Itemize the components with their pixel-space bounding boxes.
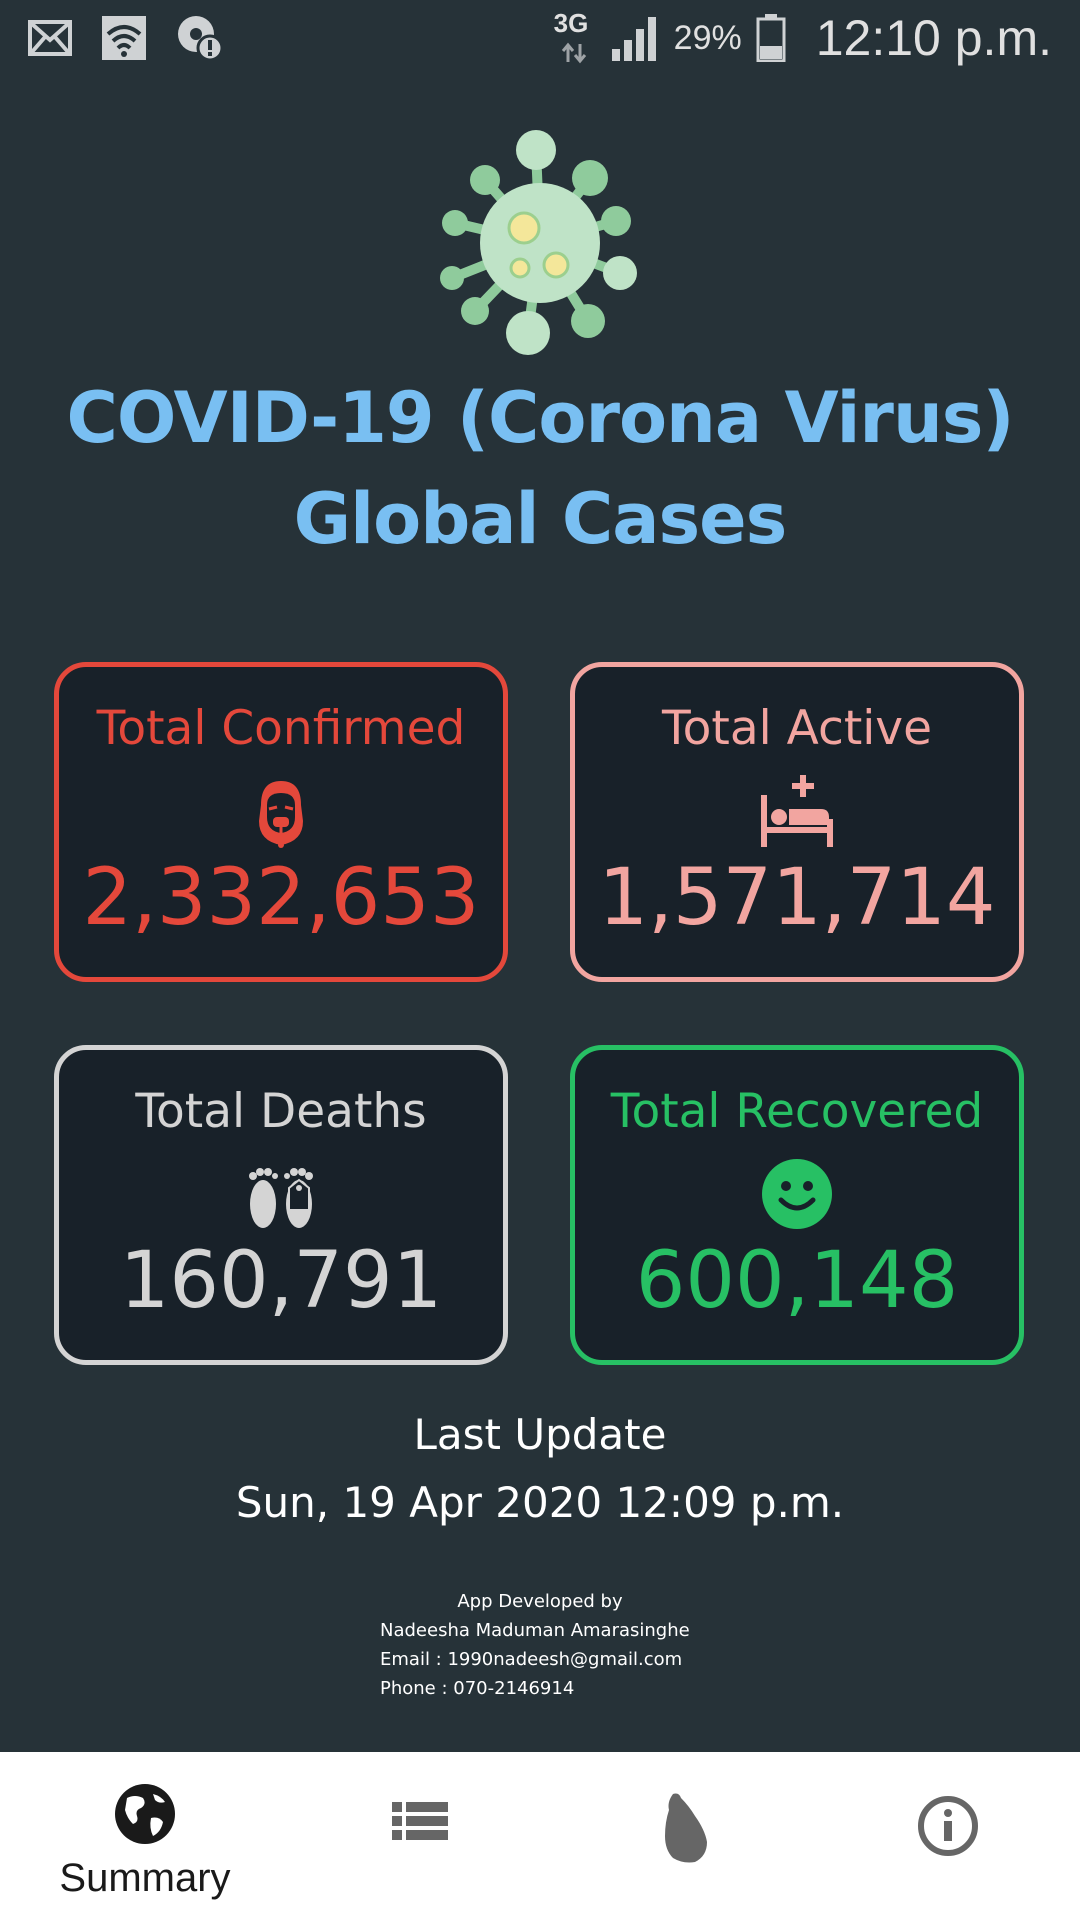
data-arrows-icon	[561, 42, 586, 64]
mail-icon	[28, 20, 72, 56]
wifi-icon	[102, 16, 146, 60]
location-alert-icon	[178, 16, 224, 62]
network-type: 3G	[554, 8, 596, 68]
card-value: 600,148	[635, 1236, 959, 1326]
total-confirmed-card: Total Confirmed 2,332,653	[54, 662, 508, 982]
card-value: 160,791	[119, 1236, 443, 1326]
card-label: Total Active	[661, 701, 933, 756]
total-recovered-card: Total Recovered 600,148	[570, 1045, 1024, 1365]
feet-tag-icon	[249, 1168, 313, 1228]
total-deaths-card: Total Deaths 160,791	[54, 1045, 508, 1365]
battery-percent: 29%	[673, 18, 742, 57]
nav-sri-lanka-tab[interactable]	[550, 1752, 820, 1920]
hospital-bed-icon	[761, 775, 833, 847]
page-title: COVID-19 (Corona Virus)	[66, 377, 1015, 459]
virus-logo-icon	[440, 130, 637, 355]
page-subtitle: Global Cases	[293, 478, 788, 560]
total-active-card: Total Active 1,571,714	[570, 662, 1024, 982]
battery-icon	[756, 14, 786, 62]
developer-phone: Phone : 070-2146914	[380, 1678, 575, 1699]
card-value: 1,571,714	[598, 853, 996, 943]
credits-heading: App Developed by	[457, 1591, 623, 1612]
developer-credits: App Developed by Nadeesha Maduman Amaras…	[380, 1587, 700, 1703]
smiley-icon	[762, 1159, 832, 1229]
patient-icon	[259, 781, 303, 848]
card-value: 2,332,653	[82, 853, 480, 943]
card-label: Total Confirmed	[96, 701, 466, 756]
info-icon	[918, 1796, 978, 1856]
card-label: Total Recovered	[610, 1084, 984, 1139]
nav-list-tab[interactable]	[285, 1752, 555, 1920]
developer-email: Email : 1990nadeesh@gmail.com	[380, 1649, 683, 1670]
list-icon	[392, 1802, 448, 1840]
bottom-nav: Summary	[0, 1752, 1080, 1920]
sri-lanka-map-icon	[665, 1793, 707, 1863]
nav-summary-label: Summary	[59, 1856, 231, 1900]
nav-summary-tab[interactable]: Summary	[0, 1752, 270, 1920]
signal-icon	[611, 17, 656, 61]
globe-icon	[115, 1784, 175, 1844]
nav-info-tab[interactable]	[813, 1752, 1080, 1920]
card-label: Total Deaths	[135, 1084, 427, 1139]
status-bar: 3G 29% 12:10 p.m.	[0, 0, 1080, 76]
last-update-label: Last Update	[413, 1410, 667, 1459]
developer-name: Nadeesha Maduman Amarasinghe	[380, 1620, 690, 1641]
last-update-time: Sun, 19 Apr 2020 12:09 p.m.	[235, 1478, 845, 1527]
clock: 12:10 p.m.	[815, 10, 1052, 66]
